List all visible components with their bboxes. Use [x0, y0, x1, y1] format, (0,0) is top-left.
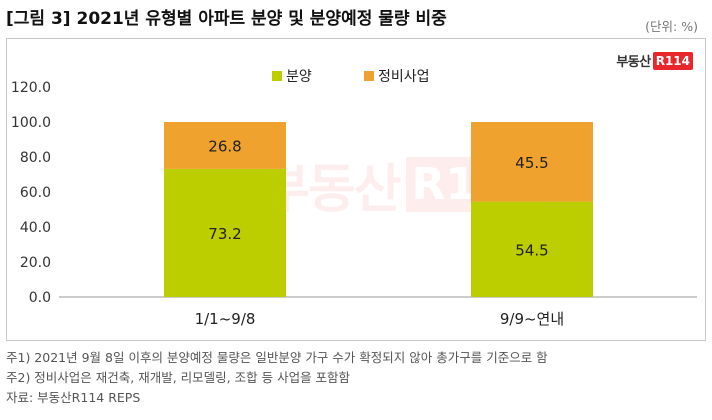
footnote-1: 주1) 2021년 9월 8일 이후의 분양예정 물량은 일반분양 가구 수가 … [6, 350, 548, 365]
logo-box: R114 [652, 51, 693, 70]
footnote-2: 주2) 정비사업은 재건축, 재개발, 리모델링, 조합 등 사업을 포함함 [6, 370, 351, 385]
bar-jeongbi [471, 122, 593, 202]
stacked-bar-chart: 0.0 20.0 40.0 60.0 80.0 100.0 120.0 73.2 26.8 1/1… [11, 69, 697, 328]
legend-label-jeongbi: 정비사업 [378, 69, 430, 85]
y-tick-label: 40.0 [20, 220, 51, 236]
data-label: 26.8 [208, 137, 241, 155]
data-label: 45.5 [515, 154, 548, 172]
data-label: 54.5 [515, 241, 548, 259]
legend-label-bunyang: 분양 [286, 69, 312, 85]
bar-jeongbi [164, 122, 286, 169]
x-tick-label: 1/1~9/8 [195, 310, 256, 328]
chart-title: [그림 3] 2021년 유형별 아파트 분양 및 분양예정 물량 비중 [6, 9, 447, 29]
footnotes: 주1) 2021년 9월 8일 이후의 분양예정 물량은 일반분양 가구 수가 … [6, 348, 548, 408]
unit-label: (단위: %) [645, 19, 698, 34]
bar-bunyang [164, 168, 286, 297]
y-tick-label: 100.0 [11, 115, 51, 131]
x-tick-label: 9/9~연내 [500, 310, 564, 328]
y-tick-label: 120.0 [11, 80, 51, 96]
bar-bunyang [471, 201, 593, 297]
y-tick-label: 20.0 [20, 255, 51, 271]
legend-swatch-bunyang [272, 71, 282, 81]
legend-swatch-jeongbi [364, 71, 374, 81]
data-label: 73.2 [208, 225, 241, 243]
y-tick-label: 0.0 [29, 290, 51, 306]
logo-text: 부동산 [616, 55, 651, 70]
chart-panel: 부동산 R114 부동산 R114 0.0 20.0 40.0 60.0 80.0 100… [6, 38, 706, 341]
brand-logo: 부동산 R114 [616, 51, 693, 70]
source-note: 자료: 부동산R114 REPS [6, 390, 141, 405]
y-tick-label: 60.0 [20, 185, 51, 201]
y-tick-label: 80.0 [20, 150, 51, 166]
